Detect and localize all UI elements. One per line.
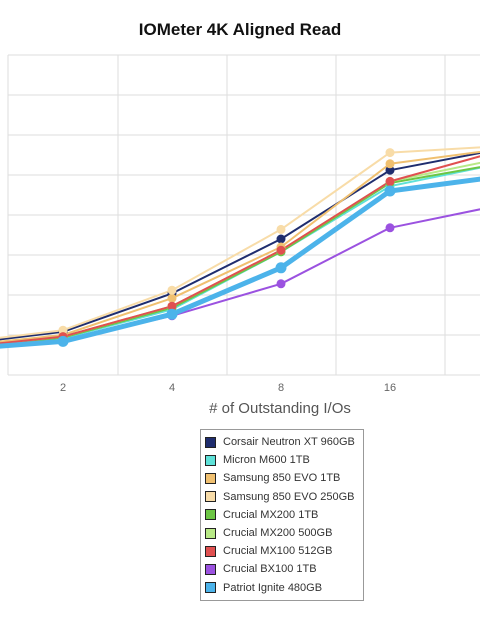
legend: Corsair Neutron XT 960GB Micron M600 1TB S… bbox=[200, 429, 364, 601]
data-point bbox=[167, 301, 177, 311]
plot-area: 2 4 8 16 bbox=[0, 54, 480, 394]
legend-item: Samsung 850 EVO 250GB bbox=[205, 488, 359, 506]
data-point bbox=[276, 234, 286, 244]
series-line bbox=[0, 150, 480, 343]
series-points bbox=[57, 148, 396, 347]
data-point bbox=[276, 245, 286, 255]
data-point bbox=[275, 262, 287, 274]
series-line bbox=[0, 166, 480, 345]
legend-swatch bbox=[205, 509, 216, 521]
legend-swatch bbox=[205, 454, 216, 466]
data-point bbox=[385, 223, 395, 233]
legend-item: Patriot Ignite 480GB bbox=[205, 579, 359, 597]
legend-swatch bbox=[205, 472, 216, 484]
legend-swatch bbox=[205, 436, 216, 448]
legend-item: Crucial BX100 1TB bbox=[205, 560, 359, 578]
legend-swatch bbox=[205, 491, 216, 503]
series-line bbox=[0, 166, 480, 346]
legend-label: Crucial MX200 1TB bbox=[223, 508, 319, 521]
legend-item: Samsung 850 EVO 1TB bbox=[205, 469, 359, 487]
data-point bbox=[385, 159, 395, 169]
x-tick-label: 2 bbox=[60, 382, 66, 394]
legend-label: Samsung 850 EVO 250GB bbox=[223, 490, 355, 503]
data-point bbox=[167, 293, 177, 303]
legend-item: Crucial MX100 512GB bbox=[205, 542, 359, 560]
x-tick-label: 8 bbox=[278, 382, 284, 394]
legend-label: Crucial MX100 512GB bbox=[223, 545, 333, 558]
legend-swatch bbox=[205, 545, 216, 557]
data-point bbox=[57, 335, 69, 347]
legend-label: Samsung 850 EVO 1TB bbox=[223, 472, 341, 485]
legend-swatch bbox=[205, 582, 216, 594]
series-line bbox=[0, 146, 480, 339]
chart-title: IOMeter 4K Aligned Read bbox=[138, 20, 342, 39]
legend-label: Corsair Neutron XT 960GB bbox=[223, 436, 355, 449]
x-tick-label: 16 bbox=[384, 382, 396, 394]
data-point bbox=[385, 176, 395, 186]
series-line bbox=[0, 155, 480, 345]
legend-swatch bbox=[205, 563, 216, 575]
legend-swatch bbox=[205, 527, 216, 539]
series-lines bbox=[0, 146, 480, 349]
legend-label: Crucial BX100 1TB bbox=[223, 563, 317, 576]
series-line bbox=[0, 176, 480, 349]
legend-label: Patriot Ignite 480GB bbox=[223, 581, 323, 594]
data-point bbox=[276, 279, 286, 289]
x-axis-label: # of Outstanding I/Os bbox=[209, 400, 351, 417]
legend-item: Crucial MX200 1TB bbox=[205, 506, 359, 524]
legend-label: Micron M600 1TB bbox=[223, 454, 310, 467]
x-tick-label: 4 bbox=[169, 382, 175, 394]
legend-item: Micron M600 1TB bbox=[205, 451, 359, 469]
x-tick-labels: 2 4 8 16 bbox=[60, 382, 396, 394]
legend-label: Crucial MX200 500GB bbox=[223, 527, 333, 540]
data-point bbox=[276, 224, 286, 234]
data-point bbox=[167, 285, 177, 295]
data-point bbox=[385, 165, 395, 175]
data-point bbox=[385, 148, 395, 158]
series-line bbox=[0, 152, 480, 341]
legend-item: Corsair Neutron XT 960GB bbox=[205, 433, 359, 451]
data-point bbox=[58, 325, 68, 335]
data-point bbox=[384, 185, 396, 197]
data-point bbox=[166, 308, 178, 320]
legend-item: Crucial MX200 500GB bbox=[205, 524, 359, 542]
